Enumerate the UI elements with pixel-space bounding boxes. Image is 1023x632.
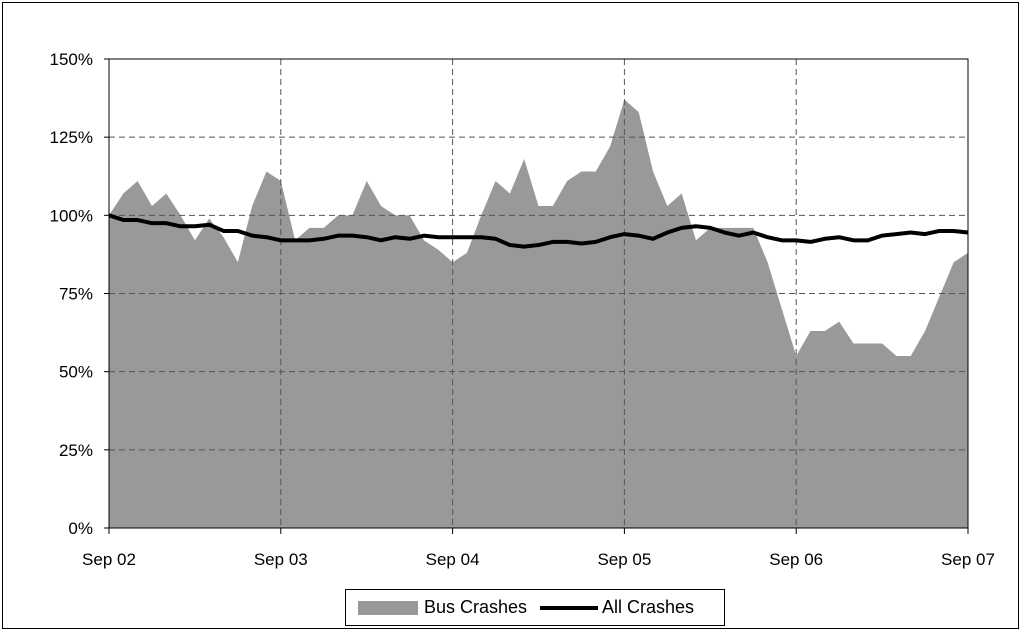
legend: Bus Crashes All Crashes xyxy=(345,589,725,626)
axes xyxy=(104,58,969,534)
x-tick-label: Sep 02 xyxy=(82,550,136,569)
y-tick-label: 0% xyxy=(68,519,93,538)
y-tick-label: 125% xyxy=(50,128,93,147)
bus-crashes-area-layer xyxy=(109,99,968,529)
y-tick-label: 100% xyxy=(50,206,93,225)
x-tick-label: Sep 04 xyxy=(426,550,480,569)
y-tick-label: 150% xyxy=(50,50,93,69)
x-tick-label: Sep 05 xyxy=(597,550,651,569)
legend-item-all-crashes: All Crashes xyxy=(540,590,694,625)
legend-line-swatch xyxy=(540,605,598,610)
all-crashes-line xyxy=(108,213,969,249)
y-tick-labels: 0% 25% 50% 75% 100% 125% 150% xyxy=(50,50,93,538)
x-tick-label: Sep 03 xyxy=(254,550,308,569)
legend-area-swatch xyxy=(358,600,418,615)
y-tick-label: 50% xyxy=(59,363,93,382)
x-tick-labels: Sep 02 Sep 03 Sep 04 Sep 05 Sep 06 Sep 07 xyxy=(82,550,995,569)
legend-item-bus-crashes: Bus Crashes xyxy=(358,590,527,625)
y-tick-label: 75% xyxy=(59,285,93,304)
bus-crashes-area xyxy=(109,99,968,529)
legend-label-bus-crashes: Bus Crashes xyxy=(424,597,528,617)
grid-lines xyxy=(109,59,968,528)
all-crashes-line-layer xyxy=(108,213,969,249)
legend-label-all-crashes: All Crashes xyxy=(602,597,695,617)
y-tick-label: 25% xyxy=(59,441,93,460)
x-tick-label: Sep 07 xyxy=(941,550,995,569)
x-tick-label: Sep 06 xyxy=(769,550,823,569)
